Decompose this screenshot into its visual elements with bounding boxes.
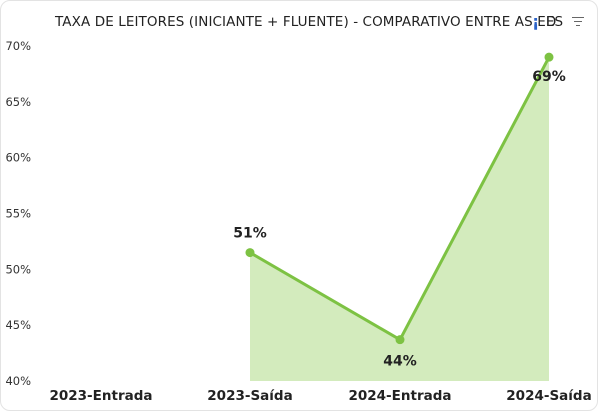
y-tick-label: 45% (5, 318, 31, 332)
chart-title-tail: ES (546, 14, 564, 30)
y-tick-label: 50% (5, 262, 31, 276)
chart-title: TAXA DE LEITORES (INICIANTE + FLUENTE) -… (55, 14, 557, 30)
y-tick-label: 60% (5, 151, 31, 165)
y-tick-label: 55% (5, 207, 31, 221)
x-axis: 2023-Entrada 2023-Saída 2024-Entrada 2024-S… (49, 388, 591, 404)
data-point[interactable] (544, 52, 554, 62)
y-axis: 70% 65% 60% 55% 50% 45% 40% (5, 39, 31, 388)
y-tick-label: 40% (5, 374, 31, 388)
series-area (245, 52, 554, 382)
data-labels: 51% 44% 69% (233, 69, 566, 370)
x-tick-label: 2024-Saída (506, 388, 591, 404)
data-label: 51% (233, 226, 267, 242)
x-tick-label: 2024-Entrada (348, 388, 451, 404)
x-tick-label: 2023-Entrada (49, 388, 152, 404)
data-point[interactable] (245, 248, 255, 258)
info-icon[interactable]: ¡ (532, 12, 540, 31)
y-tick-label: 70% (5, 39, 31, 53)
data-label: 69% (532, 69, 566, 85)
data-point[interactable] (395, 335, 405, 345)
filter-icon[interactable] (572, 17, 584, 27)
x-tick-label: 2023-Saída (207, 388, 292, 404)
data-label: 44% (383, 354, 417, 370)
y-tick-label: 65% (5, 95, 31, 109)
area-fill (250, 57, 549, 382)
